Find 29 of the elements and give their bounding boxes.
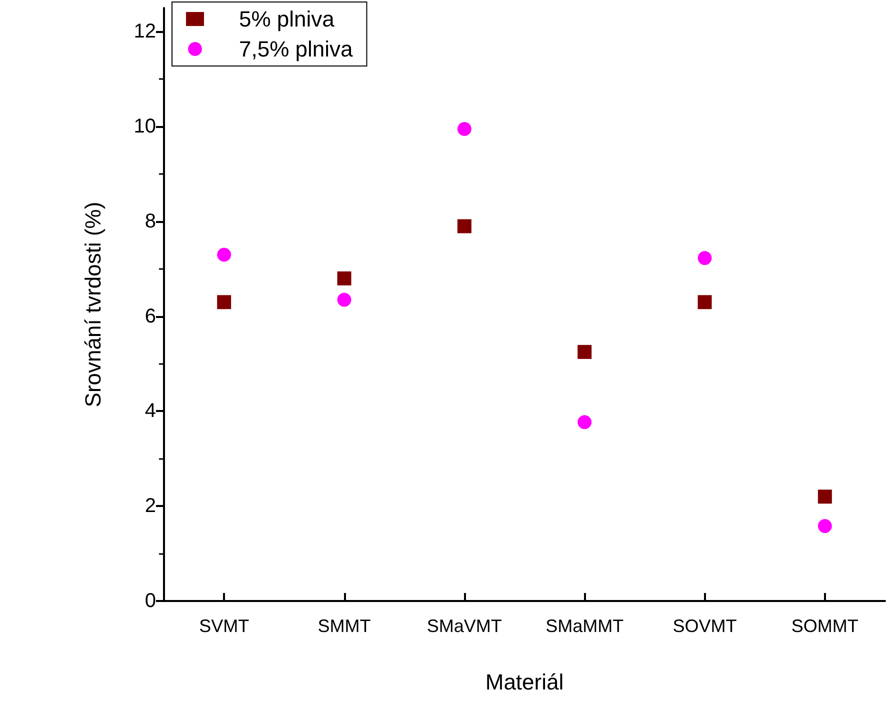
point	[698, 251, 712, 266]
point	[217, 248, 232, 262]
y-tick-label: 12	[134, 20, 156, 43]
y-tick-label: 4	[144, 400, 156, 422]
x-tick-label: SMaMMT	[546, 616, 624, 636]
y-tick-label: 6	[144, 305, 156, 328]
y-tick-label: 2	[144, 495, 156, 518]
point	[457, 122, 472, 136]
y-axis-title: Srovnání tvrdosti (%)	[80, 202, 106, 408]
x-tick-label: SOMMT	[791, 616, 858, 636]
point	[578, 344, 592, 359]
point	[818, 490, 832, 504]
point	[337, 292, 352, 307]
y-tick-label: 8	[144, 210, 156, 232]
legend-label: 7,5% plniva	[239, 36, 354, 62]
point	[818, 519, 832, 534]
point	[457, 219, 472, 234]
point	[578, 415, 592, 430]
point	[337, 271, 352, 286]
x-tick-label: SMaVMT	[426, 616, 502, 636]
x-tick-label: SOVMT	[672, 616, 737, 636]
point	[698, 295, 712, 310]
point	[217, 295, 232, 310]
y-tick-label: 10	[134, 116, 156, 138]
legend-label: 5% plniva	[239, 6, 336, 32]
x-tick-label: SMMT	[318, 616, 371, 636]
y-tick-label: 0	[144, 590, 156, 612]
x-tick-label: SVMT	[199, 616, 250, 636]
x-axis-title: Materiál	[485, 670, 564, 694]
